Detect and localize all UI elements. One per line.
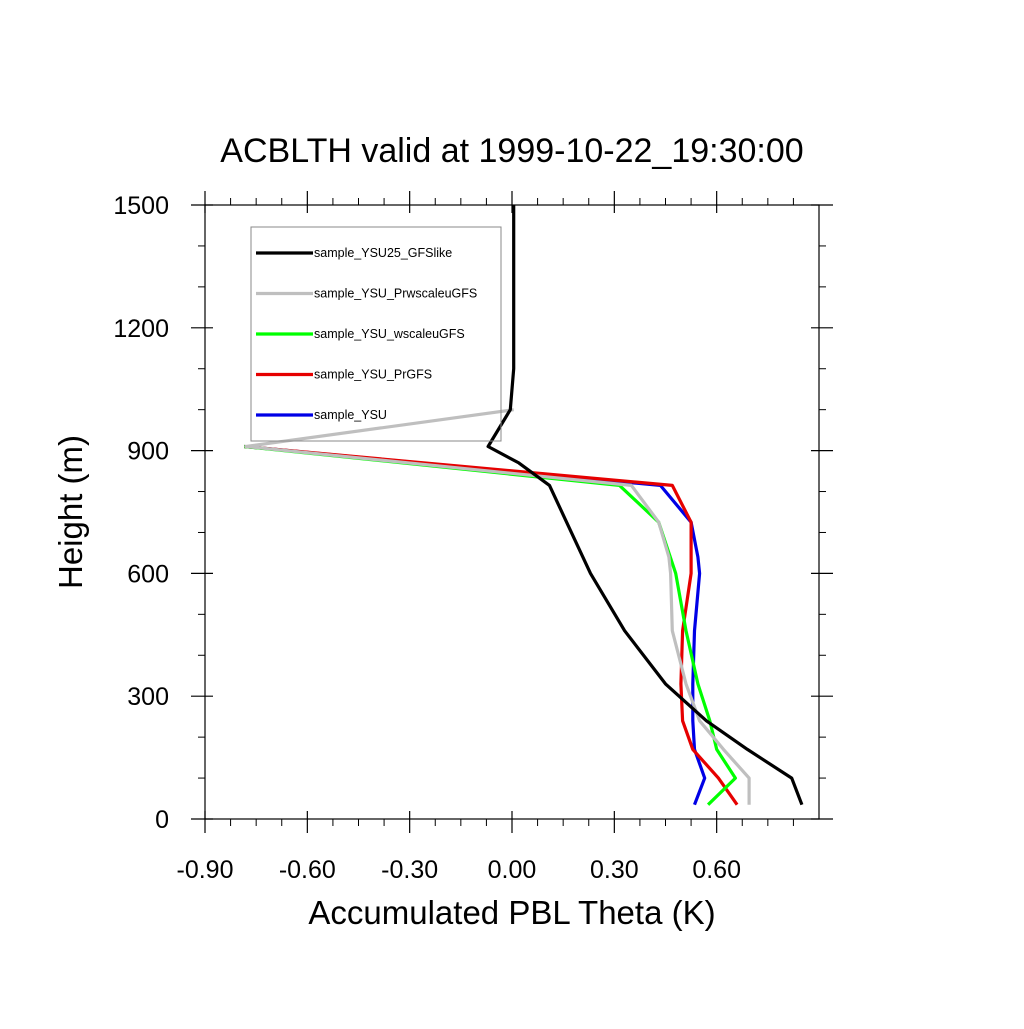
y-tick-label: 600 (127, 560, 169, 588)
legend: sample_YSU25_GFSlike sample_YSU_Prwscaleu… (250, 226, 502, 442)
legend-label: sample_YSU_PrwscaleuGFS (314, 287, 477, 301)
legend-label: sample_YSU_wscaleuGFS (314, 327, 465, 341)
legend-box (250, 226, 502, 442)
chart-title: ACBLTH valid at 1999-10-22_19:30:00 (220, 132, 803, 170)
y-tick-label: 1200 (113, 315, 169, 343)
y-tick-label: 300 (127, 683, 169, 711)
y-axis-label: Height (m) (52, 435, 89, 589)
plot-frame (204, 204, 820, 820)
x-tick-label: -0.90 (177, 856, 234, 884)
x-tick-label: 0.00 (488, 856, 537, 884)
y-tick-label: 1500 (113, 192, 169, 220)
legend-label: sample_YSU25_GFSlike (314, 246, 452, 260)
series-lines (244, 205, 804, 806)
legend-label: sample_YSU_PrGFS (314, 368, 432, 382)
x-tick-label: -0.30 (381, 856, 438, 884)
series-line-4 (244, 444, 707, 806)
legend-label: sample_YSU (314, 408, 387, 422)
y-tick-label: 900 (127, 438, 169, 466)
x-tick-label: 0.60 (692, 856, 741, 884)
y-tick-label: 0 (155, 806, 169, 834)
series-line-2 (244, 444, 738, 806)
plot-border (204, 204, 820, 820)
series-line-0 (486, 205, 804, 806)
x-tick-label: 0.30 (590, 856, 639, 884)
x-axis-label: Accumulated PBL Theta (K) (308, 894, 715, 931)
x-tick-label: -0.60 (279, 856, 336, 884)
series-line-1 (244, 408, 751, 805)
axis-ticks: -0.90 -0.60 -0.30 0.00 0.30 0.60 0 300 600 900 120… (113, 191, 833, 884)
series-line-3 (244, 444, 739, 806)
